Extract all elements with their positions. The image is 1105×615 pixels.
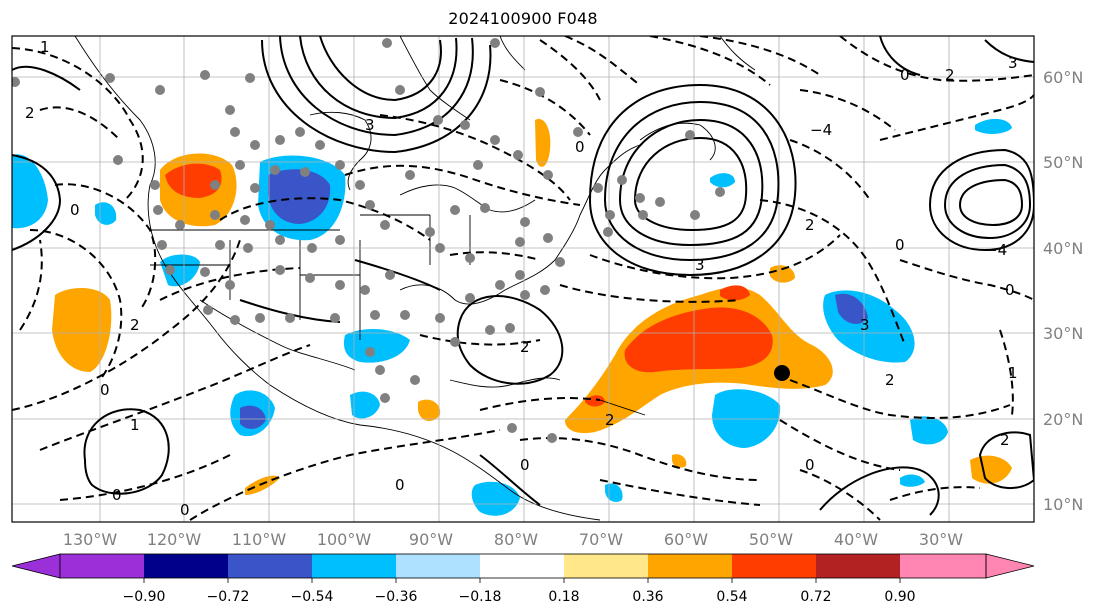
svg-text:0: 0 (895, 236, 905, 254)
lon-label: 80°W (494, 530, 538, 549)
svg-text:0: 0 (1005, 281, 1015, 299)
coastline-layer (74, 36, 756, 521)
svg-text:0: 0 (520, 456, 530, 474)
svg-text:0: 0 (395, 476, 405, 494)
lon-label: 40°W (834, 530, 878, 549)
lon-label: 130°W (63, 530, 118, 549)
lat-label: 20°N (1043, 410, 1083, 429)
svg-text:−4: −4 (810, 121, 832, 139)
negative-contours (12, 36, 1034, 521)
lat-label: 10°N (1043, 495, 1083, 514)
colorbar-tick: 0.54 (716, 589, 747, 605)
contour-labels: 1 2 0 2 0 1 0 3 0 3 2 0 0 2 0 2 1 0 2 3 … (25, 38, 1018, 519)
lon-label: 70°W (579, 530, 623, 549)
colorbar-tick: 0.72 (800, 589, 831, 605)
svg-text:2: 2 (945, 66, 955, 84)
colorbar-tick: 0.90 (884, 589, 915, 605)
lat-label: 60°N (1043, 68, 1083, 87)
map-frame (11, 35, 1035, 523)
svg-text:2: 2 (605, 411, 615, 429)
colorbar-tick: −0.36 (375, 589, 418, 605)
svg-text:2: 2 (520, 338, 530, 356)
colorbar-tick: −0.54 (291, 589, 334, 605)
svg-text:3: 3 (695, 256, 705, 274)
svg-text:2: 2 (25, 104, 35, 122)
svg-text:0: 0 (112, 486, 122, 504)
svg-text:2: 2 (1000, 431, 1010, 449)
latitude-labels: 60°N 50°N 40°N 30°N 20°N 10°N (1043, 68, 1083, 514)
svg-text:3: 3 (365, 116, 375, 134)
colorbar-tick: −0.90 (123, 589, 166, 605)
lat-label: 40°N (1043, 239, 1083, 258)
svg-text:−4: −4 (985, 241, 1007, 259)
colorbar-tick: −0.18 (459, 589, 502, 605)
lon-label: 60°W (664, 530, 708, 549)
svg-text:0: 0 (900, 66, 910, 84)
lon-label: 100°W (317, 530, 372, 549)
svg-text:0: 0 (70, 201, 80, 219)
svg-text:1: 1 (130, 416, 140, 434)
svg-text:0: 0 (100, 381, 110, 399)
lon-label: 110°W (232, 530, 287, 549)
gray-dot-markers (12, 38, 725, 443)
lat-label: 30°N (1043, 324, 1083, 343)
lat-label: 50°N (1043, 153, 1083, 172)
svg-text:0: 0 (805, 456, 815, 474)
svg-text:2: 2 (805, 216, 815, 234)
svg-text:1: 1 (40, 38, 50, 56)
storm-position-marker (774, 365, 790, 381)
colorbar: −0.90 −0.72 −0.54 −0.36 −0.18 0.18 0.36 … (11, 553, 1035, 605)
shaded-anomaly-layer (12, 118, 1012, 516)
colorbar-tick: 0.36 (632, 589, 663, 605)
svg-text:0: 0 (180, 501, 190, 519)
lon-label: 120°W (147, 530, 202, 549)
svg-text:2: 2 (885, 371, 895, 389)
lon-label: 50°W (749, 530, 793, 549)
svg-text:2: 2 (130, 316, 140, 334)
longitude-labels: 130°W 120°W 110°W 100°W 90°W 80°W 70°W 6… (63, 530, 963, 549)
lon-label: 30°W (919, 530, 963, 549)
lon-label: 90°W (409, 530, 453, 549)
graticule (12, 36, 1034, 522)
colorbar-tick: −0.72 (207, 589, 250, 605)
svg-text:1: 1 (1008, 364, 1018, 382)
svg-text:3: 3 (860, 316, 870, 334)
map-title: 2024100900 F048 (448, 9, 598, 28)
colorbar-tick: 0.18 (548, 589, 579, 605)
svg-text:0: 0 (575, 138, 585, 156)
svg-text:3: 3 (1008, 54, 1018, 72)
